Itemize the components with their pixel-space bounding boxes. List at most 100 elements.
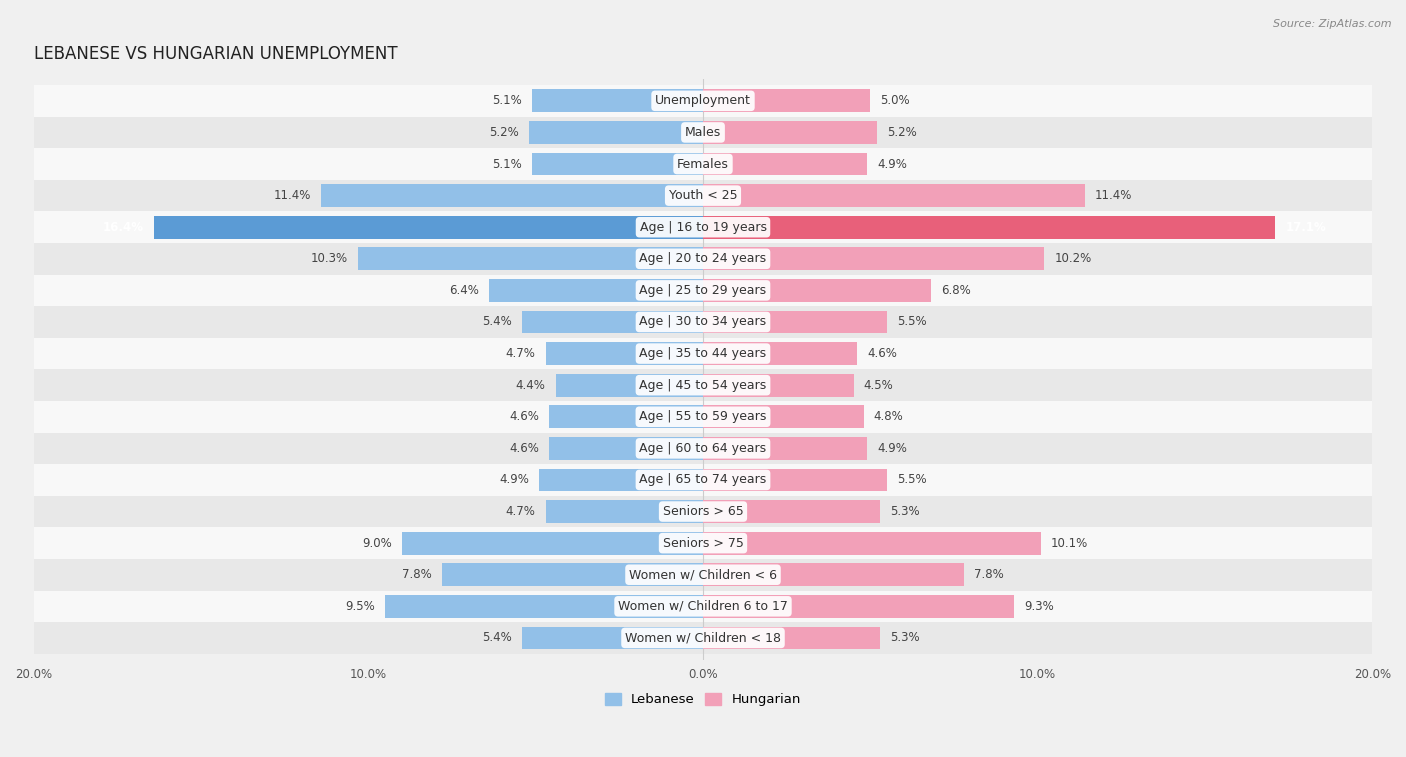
Text: 5.1%: 5.1% [492, 95, 522, 107]
Bar [359, 248, 703, 270]
Text: 5.1%: 5.1% [492, 157, 522, 170]
Text: 5.2%: 5.2% [887, 126, 917, 139]
Text: 9.0%: 9.0% [361, 537, 392, 550]
Text: LEBANESE VS HUNGARIAN UNEMPLOYMENT: LEBANESE VS HUNGARIAN UNEMPLOYMENT [34, 45, 396, 64]
Bar [34, 401, 1372, 432]
Bar [34, 180, 1372, 211]
Bar [155, 216, 703, 238]
Bar [548, 437, 703, 459]
Bar [703, 342, 858, 365]
Bar [34, 369, 1372, 401]
Text: Age | 25 to 29 years: Age | 25 to 29 years [640, 284, 766, 297]
Bar [533, 89, 703, 112]
Text: 4.5%: 4.5% [863, 378, 893, 391]
Legend: Lebanese, Hungarian: Lebanese, Hungarian [599, 687, 807, 712]
Bar [34, 306, 1372, 338]
Text: Age | 30 to 34 years: Age | 30 to 34 years [640, 316, 766, 329]
Bar [34, 243, 1372, 275]
Text: Age | 55 to 59 years: Age | 55 to 59 years [640, 410, 766, 423]
Text: Age | 60 to 64 years: Age | 60 to 64 years [640, 442, 766, 455]
Text: Age | 20 to 24 years: Age | 20 to 24 years [640, 252, 766, 265]
Text: Source: ZipAtlas.com: Source: ZipAtlas.com [1274, 19, 1392, 29]
Bar [529, 121, 703, 144]
Bar [703, 406, 863, 428]
Text: 6.8%: 6.8% [941, 284, 970, 297]
Text: 17.1%: 17.1% [1285, 221, 1326, 234]
Text: 11.4%: 11.4% [274, 189, 311, 202]
Text: 10.1%: 10.1% [1052, 537, 1088, 550]
Bar [441, 563, 703, 586]
Bar [402, 531, 703, 555]
Bar [34, 528, 1372, 559]
Text: 5.4%: 5.4% [482, 631, 512, 644]
Bar [538, 469, 703, 491]
Text: Seniors > 65: Seniors > 65 [662, 505, 744, 518]
Bar [555, 374, 703, 397]
Bar [546, 500, 703, 523]
Text: 4.6%: 4.6% [509, 410, 538, 423]
Bar [522, 310, 703, 333]
Bar [703, 153, 868, 176]
Bar [546, 342, 703, 365]
Text: Women w/ Children < 18: Women w/ Children < 18 [626, 631, 780, 644]
Bar [34, 275, 1372, 306]
Text: 11.4%: 11.4% [1095, 189, 1132, 202]
Text: 4.7%: 4.7% [506, 347, 536, 360]
Bar [703, 121, 877, 144]
Text: 5.3%: 5.3% [890, 505, 920, 518]
Text: 4.7%: 4.7% [506, 505, 536, 518]
Bar [522, 627, 703, 650]
Bar [34, 117, 1372, 148]
Bar [322, 184, 703, 207]
Bar [703, 627, 880, 650]
Text: 9.3%: 9.3% [1025, 600, 1054, 613]
Text: 5.5%: 5.5% [897, 473, 927, 487]
Bar [703, 469, 887, 491]
Text: Seniors > 75: Seniors > 75 [662, 537, 744, 550]
Bar [703, 437, 868, 459]
Text: 5.3%: 5.3% [890, 631, 920, 644]
Text: 16.4%: 16.4% [103, 221, 143, 234]
Text: 5.5%: 5.5% [897, 316, 927, 329]
Bar [34, 464, 1372, 496]
Text: 5.0%: 5.0% [880, 95, 910, 107]
Bar [34, 432, 1372, 464]
Text: Age | 45 to 54 years: Age | 45 to 54 years [640, 378, 766, 391]
Bar [34, 338, 1372, 369]
Text: 4.6%: 4.6% [509, 442, 538, 455]
Text: 4.9%: 4.9% [499, 473, 529, 487]
Bar [34, 211, 1372, 243]
Bar [489, 279, 703, 302]
Text: Women w/ Children < 6: Women w/ Children < 6 [628, 569, 778, 581]
Bar [703, 248, 1045, 270]
Bar [34, 148, 1372, 180]
Text: 10.2%: 10.2% [1054, 252, 1091, 265]
Bar [703, 184, 1084, 207]
Bar [548, 406, 703, 428]
Bar [703, 500, 880, 523]
Text: 7.8%: 7.8% [402, 569, 432, 581]
Bar [34, 496, 1372, 528]
Text: 7.8%: 7.8% [974, 569, 1004, 581]
Bar [533, 153, 703, 176]
Bar [34, 622, 1372, 654]
Text: Unemployment: Unemployment [655, 95, 751, 107]
Bar [703, 89, 870, 112]
Text: 10.3%: 10.3% [311, 252, 349, 265]
Text: Women w/ Children 6 to 17: Women w/ Children 6 to 17 [619, 600, 787, 613]
Bar [703, 279, 931, 302]
Bar [703, 531, 1040, 555]
Text: 4.8%: 4.8% [873, 410, 904, 423]
Text: Youth < 25: Youth < 25 [669, 189, 737, 202]
Text: 5.2%: 5.2% [489, 126, 519, 139]
Bar [385, 595, 703, 618]
Bar [703, 216, 1275, 238]
Text: 5.4%: 5.4% [482, 316, 512, 329]
Text: 6.4%: 6.4% [449, 284, 478, 297]
Bar [703, 595, 1014, 618]
Text: 9.5%: 9.5% [346, 600, 375, 613]
Bar [34, 590, 1372, 622]
Text: Age | 35 to 44 years: Age | 35 to 44 years [640, 347, 766, 360]
Bar [703, 374, 853, 397]
Bar [703, 563, 965, 586]
